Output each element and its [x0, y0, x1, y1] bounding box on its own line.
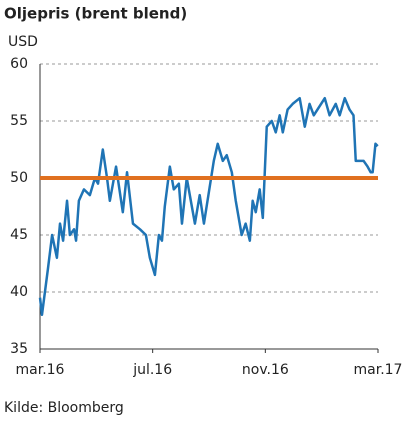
price-line	[38, 96, 379, 317]
x-tick-label: jul.16	[132, 362, 172, 378]
y-tick-label: 60	[10, 56, 28, 72]
y-tick-label: 45	[10, 227, 28, 243]
x-tick-label: nov.16	[242, 362, 289, 378]
y-tick-label: 55	[10, 113, 28, 129]
y-axis-label: USD	[8, 34, 38, 50]
y-tick-label: 50	[10, 170, 28, 186]
source: Kilde: Bloomberg	[4, 400, 124, 416]
y-tick-label: 40	[10, 284, 28, 300]
chart-title: Oljepris (brent blend)	[4, 5, 187, 23]
x-tick-label: mar.16	[16, 362, 65, 378]
y-tick-label: 35	[10, 341, 28, 357]
x-tick-label: mar.17	[354, 362, 403, 378]
